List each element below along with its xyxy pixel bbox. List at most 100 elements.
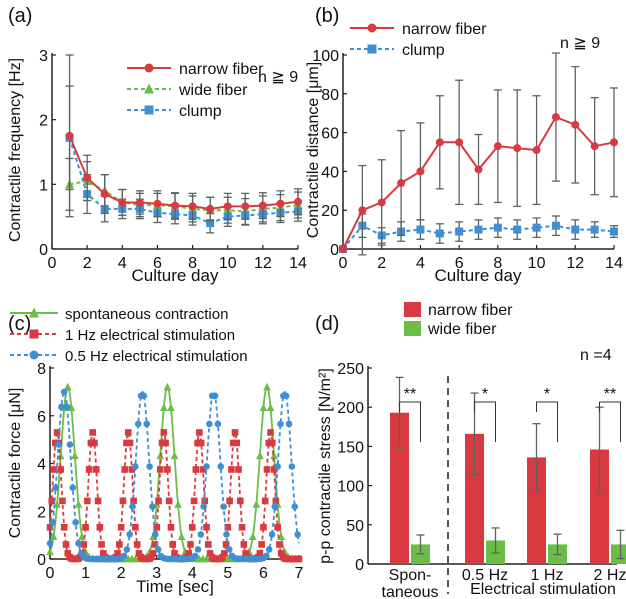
y-tick-label: 250 — [337, 361, 364, 378]
sample-size-note: n =4 — [580, 347, 612, 364]
x-tick-label: 0 — [46, 565, 55, 582]
legend-entry: 0.5 Hz electrical stimulation — [10, 348, 248, 365]
bar-group: * 0.5 Hz — [462, 386, 508, 584]
trace-point — [259, 403, 268, 411]
bar-group: ** 2 Hz — [590, 386, 626, 584]
trace-line — [49, 386, 299, 560]
x-axis-label: Culture day — [132, 266, 219, 285]
legend-marker — [29, 307, 39, 318]
trace-point — [265, 546, 273, 553]
trace-point — [146, 463, 153, 470]
trace-point — [240, 541, 248, 548]
x-tick-label: 6 — [259, 565, 268, 582]
y-axis-label: p-p contractile stress [N/m²] — [317, 368, 334, 564]
data-point — [493, 142, 502, 151]
trace-point — [126, 439, 134, 447]
data-point — [455, 138, 464, 147]
trace-point — [217, 463, 225, 470]
data-point — [276, 199, 285, 208]
data-point — [610, 138, 618, 147]
trace-point — [169, 541, 177, 548]
y-axis-label: Contractile distance [μm] — [305, 62, 322, 238]
data-point — [416, 167, 425, 176]
panel-b-distance-chart: 0 20 40 60 80 100 0 2 4 6 8 10 12 14 (b) Contractile di… — [305, 5, 623, 285]
trace-point — [270, 466, 278, 473]
trace-point — [277, 420, 284, 428]
x-tick-label: 4 — [416, 255, 425, 272]
data-point — [551, 221, 560, 230]
trace-point — [92, 466, 100, 473]
trace-point — [100, 550, 107, 557]
trace-point — [124, 429, 132, 436]
trace-point — [167, 523, 175, 531]
trace-point — [233, 439, 241, 447]
legend-label: 1 Hz electrical stimulation — [65, 327, 235, 344]
y-tick-label: 0 — [330, 242, 339, 259]
legend-entry: wide fiber — [404, 321, 497, 338]
trace-point — [285, 420, 293, 428]
y-tick-label: 100 — [337, 479, 364, 496]
trace-point — [223, 531, 230, 538]
trace-point — [204, 541, 212, 548]
bar-narrow-fiber — [390, 412, 409, 564]
trace-point — [46, 547, 54, 556]
trace-point — [154, 546, 162, 553]
trace-point — [256, 451, 264, 460]
trace-point — [129, 503, 136, 510]
trace-point — [156, 466, 164, 473]
trace-point — [237, 497, 244, 505]
panel-c-force-chart: 0 2 4 6 8 0 1 2 3 4 5 6 7 (c) Contractile force [μN] Ti… — [7, 306, 304, 596]
trace-point — [120, 552, 128, 560]
trace-point — [187, 541, 194, 548]
legend-marker — [367, 23, 377, 33]
trace-point — [224, 523, 232, 531]
trace-point — [55, 441, 62, 448]
x-tick-label: 14 — [605, 255, 623, 272]
x-tick-label: 8 — [188, 255, 197, 272]
bar-narrow-fiber — [465, 433, 484, 564]
data-point — [397, 179, 406, 188]
trace-point — [71, 451, 79, 460]
data-point — [513, 144, 522, 153]
x-tick-label: 2 — [377, 255, 386, 272]
trace-point — [64, 550, 72, 557]
y-tick-label: 8 — [37, 361, 46, 378]
significance-bracket — [536, 401, 558, 442]
trace-point — [132, 523, 139, 531]
trace-point — [49, 518, 57, 526]
y-tick-label: 0 — [39, 242, 48, 259]
trace-point — [160, 403, 168, 411]
panel-label: (a) — [8, 5, 32, 27]
trace-point — [192, 466, 200, 473]
trace-point — [206, 420, 213, 428]
trace-point — [49, 532, 58, 540]
trace-point — [52, 439, 59, 447]
trace-point — [158, 439, 166, 447]
legend-marker — [144, 63, 154, 73]
y-tick-label: 1 — [39, 177, 48, 194]
data-point — [294, 197, 302, 206]
trace-point — [153, 523, 161, 531]
series-clump — [339, 213, 618, 253]
x-tick-label: 14 — [289, 255, 307, 272]
trace-point — [228, 466, 235, 473]
trace-point — [149, 503, 156, 510]
trace-point — [69, 484, 77, 492]
legend-entry: clump — [350, 42, 445, 59]
trace-point — [263, 466, 271, 473]
y-tick-label: 50 — [346, 518, 364, 535]
category-label: 2 Hz — [594, 567, 626, 584]
legend-label: wide fiber — [178, 82, 248, 99]
legend-label: spontaneous contraction — [65, 306, 228, 323]
y-tick-label: 2 — [37, 504, 46, 521]
data-point — [206, 219, 215, 228]
trace-point — [174, 500, 182, 508]
data-point — [532, 146, 541, 155]
legend-marker — [144, 83, 154, 94]
trace-point — [272, 497, 280, 505]
trace-point — [82, 523, 89, 531]
data-point — [474, 165, 483, 174]
y-tick-label: 40 — [321, 164, 339, 181]
data-point — [493, 223, 502, 232]
